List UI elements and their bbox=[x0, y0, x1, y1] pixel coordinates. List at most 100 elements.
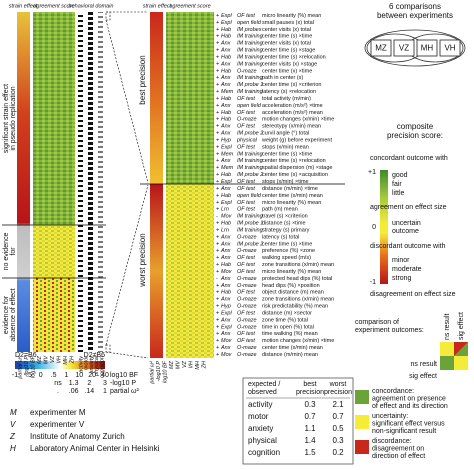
scale-end: D2=B6 bbox=[15, 352, 37, 359]
section-label: best precision bbox=[138, 55, 147, 104]
comparisons-title: between experiments bbox=[377, 11, 453, 20]
row-label: time in open (%) total bbox=[262, 324, 314, 330]
strain-column bbox=[17, 12, 30, 352]
column-label: VH bbox=[56, 356, 62, 364]
row-label: IM training bbox=[237, 54, 264, 60]
row-label: + bbox=[216, 324, 219, 330]
row-label: + bbox=[216, 103, 219, 109]
column-label: partial ω² bbox=[17, 356, 23, 380]
column-header: agreement score bbox=[33, 3, 74, 9]
row-label: + bbox=[216, 27, 219, 33]
row-label: center time (s) ×time bbox=[262, 34, 312, 40]
agreement-block bbox=[33, 278, 75, 352]
row-label: distance (m/min) mean bbox=[262, 352, 318, 358]
column-label: MH bbox=[195, 361, 201, 370]
comparison-label: MH bbox=[421, 44, 434, 53]
row-label: Mov bbox=[221, 352, 233, 358]
experimenter-key: Z bbox=[9, 432, 16, 441]
group-label: no evidence bbox=[3, 233, 10, 271]
group-label: for bbox=[10, 247, 17, 256]
scale-tick: .06 bbox=[69, 388, 79, 395]
row-label: Mov bbox=[221, 338, 233, 344]
group-label: in pseudo replication bbox=[10, 86, 17, 150]
grid-cell bbox=[440, 342, 454, 356]
row-label: + bbox=[216, 241, 219, 247]
grid-cell bbox=[454, 342, 468, 356]
row-label: IM training bbox=[237, 75, 264, 81]
row-label: + bbox=[216, 34, 219, 40]
legend-title: comparison of bbox=[355, 319, 399, 326]
table-header: observed bbox=[248, 389, 277, 396]
scale-tick: 3 bbox=[103, 380, 107, 387]
scale-end: D2≠B6 bbox=[84, 352, 105, 359]
row-label: center visits (x) ×stage bbox=[262, 61, 317, 67]
row-label: + bbox=[216, 82, 219, 88]
comparison-box bbox=[416, 39, 438, 57]
row-label: Anx bbox=[220, 276, 231, 282]
row-label: Hab bbox=[221, 193, 231, 199]
table-header: worst bbox=[329, 381, 347, 388]
experimenter-label: Institute of Anatomy Zurich bbox=[30, 432, 125, 441]
comparison-label: VZ bbox=[399, 44, 409, 53]
row-label: IM training bbox=[237, 165, 264, 171]
strain-column bbox=[150, 184, 163, 358]
row-label: O-maze bbox=[237, 234, 257, 240]
row-label: IM probes bbox=[237, 27, 262, 33]
row-label: IM probe 2 bbox=[237, 172, 263, 178]
row-label: stereotypy (x/min) mean bbox=[262, 124, 321, 130]
row-label: Anx bbox=[220, 131, 231, 137]
row-label: Anx bbox=[220, 61, 231, 67]
domain-label: physical bbox=[94, 355, 100, 377]
row-label: OF test bbox=[237, 186, 255, 192]
row-label: IM training bbox=[237, 89, 264, 95]
row-label: + bbox=[216, 89, 219, 95]
row-label: + bbox=[216, 304, 219, 310]
row-label: micro linearity (%) mean bbox=[262, 13, 321, 19]
row-label: IM probe 2 bbox=[237, 241, 263, 247]
row-label: center time (s) ×relocation bbox=[262, 158, 326, 164]
domain-label: anxiety bbox=[89, 355, 95, 374]
column-label: -log10 P bbox=[156, 361, 162, 382]
row-label: Hyp bbox=[221, 137, 231, 143]
row-label: center time (x/min) mean bbox=[262, 193, 323, 199]
row-label: + bbox=[216, 234, 219, 240]
table-cell: 1.5 bbox=[304, 448, 316, 457]
row-label: Mov bbox=[221, 269, 233, 275]
group-label: absence of effect bbox=[10, 288, 17, 341]
row-label: + bbox=[216, 186, 219, 192]
row-label: + bbox=[216, 151, 219, 157]
row-label: open field bbox=[237, 20, 262, 26]
column-label: ZH bbox=[69, 356, 75, 364]
row-label: + bbox=[216, 345, 219, 351]
group-label: significant strain effect bbox=[3, 84, 10, 153]
legend-text: direction of effect bbox=[372, 453, 425, 460]
row-label: + bbox=[216, 117, 219, 123]
row-label: Hab bbox=[221, 34, 231, 40]
row-label: Hab bbox=[221, 172, 231, 178]
row-label: IM training bbox=[237, 158, 264, 164]
column-label: MH bbox=[63, 356, 69, 365]
row-label: O-maze bbox=[237, 283, 257, 289]
experimenter-key: H bbox=[10, 444, 16, 453]
row-label: + bbox=[216, 158, 219, 164]
row-label: Hab bbox=[221, 290, 231, 296]
legend-text: agreement on presence bbox=[372, 395, 446, 402]
table-frame bbox=[242, 377, 354, 465]
column-label: -log10 P bbox=[24, 356, 30, 377]
row-label: Anx bbox=[220, 124, 231, 130]
row-label: total activity (m/min) bbox=[262, 96, 311, 102]
agreement-block bbox=[33, 225, 75, 278]
row-label: center time (s) ×acquisition bbox=[262, 172, 328, 178]
row-label: O-maze bbox=[237, 276, 257, 282]
row-label: Mem bbox=[221, 151, 234, 157]
agreement-block bbox=[166, 12, 214, 184]
table-cell: 0.2 bbox=[332, 448, 344, 457]
row-label: + bbox=[216, 137, 219, 143]
scale-tick: 10 bbox=[75, 372, 83, 379]
scale-tick: 2 bbox=[87, 380, 91, 387]
axis-label: ns result bbox=[444, 313, 451, 340]
table-cell: 1.1 bbox=[304, 424, 316, 433]
row-label: zone transitions (x/min) mean bbox=[262, 297, 334, 303]
row-label: latency (s) total bbox=[262, 234, 299, 240]
row-label: latency (s) ×relocation bbox=[262, 89, 316, 95]
